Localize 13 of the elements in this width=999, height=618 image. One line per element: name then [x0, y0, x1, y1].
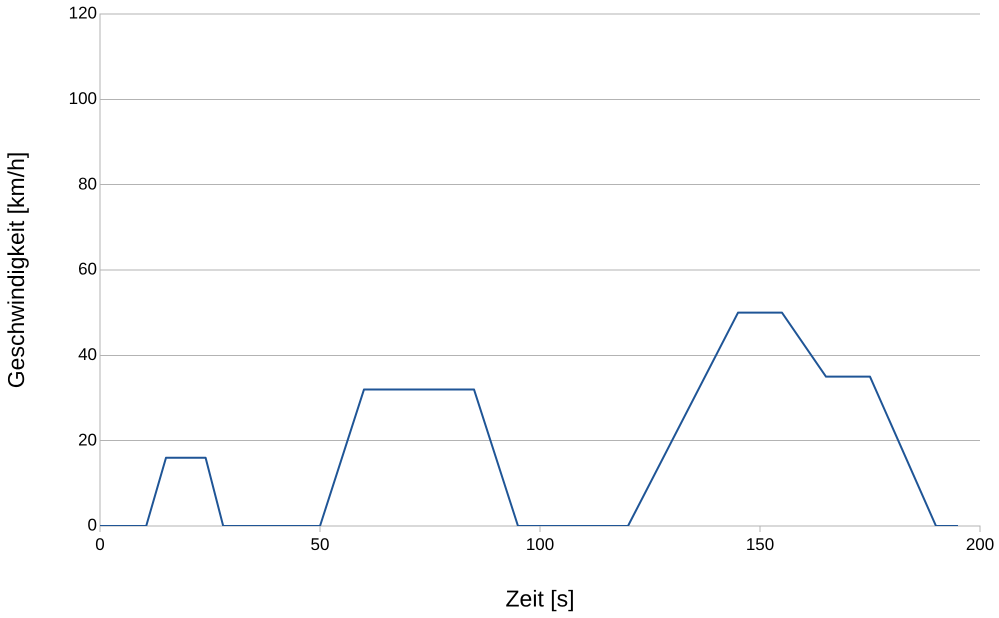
x-tick-label: 50: [310, 534, 330, 554]
y-tick-label: 120: [68, 4, 97, 23]
x-tick-label: 200: [966, 534, 994, 554]
x-axis-title: Zeit [s]: [505, 586, 575, 612]
y-tick-label: 100: [68, 89, 97, 108]
y-axis-title: Geschwindigkeit [km/h]: [3, 152, 30, 388]
y-tick-label: 20: [78, 430, 97, 450]
x-tick-label: 100: [526, 534, 554, 554]
y-tick-label: 40: [78, 345, 97, 364]
y-tick-label: 0: [88, 516, 97, 535]
y-tick-label: 80: [78, 174, 97, 194]
y-tick-label: 60: [78, 260, 97, 279]
x-tick-label: 150: [746, 534, 774, 554]
